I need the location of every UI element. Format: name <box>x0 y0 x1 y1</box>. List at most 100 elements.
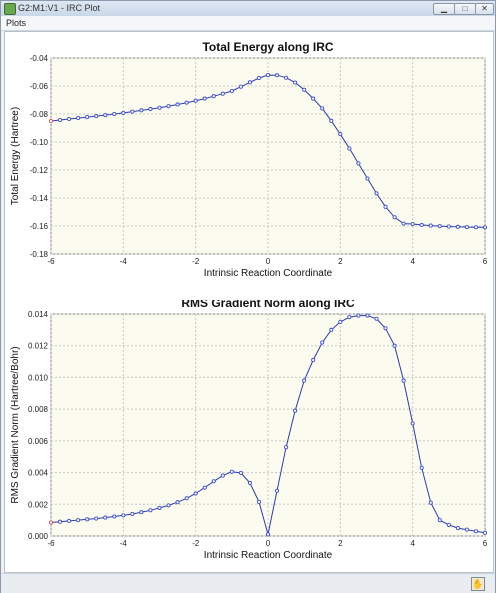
data-point <box>473 225 479 230</box>
status-bar: ✋ <box>1 573 495 593</box>
data-point <box>103 515 108 520</box>
y-tick-label: -0.06 <box>30 82 49 91</box>
data-point <box>112 111 117 117</box>
data-point <box>265 73 271 78</box>
x-tick-label: 4 <box>410 257 415 266</box>
y-tick-label: 0.012 <box>28 342 49 351</box>
maximize-button[interactable]: □ <box>454 3 476 15</box>
data-point <box>175 102 180 107</box>
data-point <box>238 84 243 89</box>
x-tick-label: 4 <box>410 539 415 548</box>
x-tick-label: -2 <box>192 539 200 548</box>
data-point <box>365 313 370 318</box>
data-point <box>57 519 63 524</box>
data-point <box>365 176 370 181</box>
data-point <box>229 88 234 94</box>
data-point <box>338 319 343 324</box>
data-point <box>139 108 144 113</box>
menu-plots[interactable]: Plots <box>6 18 27 28</box>
data-point <box>193 98 198 103</box>
data-point <box>76 116 81 121</box>
x-axis-label: Intrinsic Reaction Coordinate <box>204 268 333 279</box>
data-point <box>265 532 271 537</box>
chart-title: RMS Gradient Norm along IRC <box>181 300 355 310</box>
window-title: G2:M1:V1 - IRC Plot <box>18 3 101 13</box>
data-point <box>193 491 198 496</box>
y-tick-label: 0.008 <box>28 405 49 414</box>
data-point <box>446 522 451 527</box>
data-point <box>157 505 162 510</box>
x-tick-label: -2 <box>192 257 200 266</box>
data-point <box>419 465 424 470</box>
y-tick-label: 0.010 <box>28 373 49 382</box>
y-axis-label: RMS Gradient Norm (Hartree/Bohr) <box>10 346 21 503</box>
data-point <box>67 116 72 122</box>
data-point <box>482 225 488 230</box>
data-point <box>383 326 388 331</box>
data-point <box>329 327 334 332</box>
data-point <box>85 517 90 522</box>
x-tick-label: 6 <box>483 257 488 266</box>
data-point <box>464 527 469 532</box>
rms-gradient-chart[interactable]: -6 -4 -2 0 2 4 6 0.000 0.002 0.004 0.006 0.008 0.010… <box>5 300 493 572</box>
data-point <box>57 117 63 123</box>
data-point <box>401 378 406 383</box>
data-point <box>311 357 316 363</box>
data-point <box>274 73 280 78</box>
data-point <box>67 518 72 523</box>
data-point <box>356 313 361 318</box>
data-point <box>139 510 144 515</box>
y-tick-label: -0.04 <box>30 54 49 63</box>
data-point <box>437 224 442 229</box>
data-point <box>320 340 325 345</box>
minimize-button[interactable]: ▁ <box>433 3 455 15</box>
y-axis-label: Total Energy (Hartree) <box>10 107 21 205</box>
data-point <box>274 488 280 493</box>
data-point <box>428 223 433 228</box>
x-tick-label: 6 <box>483 539 488 548</box>
data-point <box>473 529 479 534</box>
data-point <box>383 204 388 209</box>
data-point <box>202 485 207 490</box>
data-point <box>320 106 325 111</box>
hand-icon[interactable]: ✋ <box>471 577 485 591</box>
data-point <box>428 500 433 505</box>
data-point <box>302 87 307 92</box>
data-point <box>455 224 460 229</box>
data-point <box>48 520 54 525</box>
data-point <box>455 526 460 531</box>
x-tick-label: 0 <box>266 257 271 266</box>
data-point <box>410 421 415 426</box>
data-point <box>256 499 262 504</box>
app-icon <box>4 3 16 15</box>
data-point <box>284 445 289 450</box>
data-point <box>148 107 153 112</box>
data-point <box>76 518 81 523</box>
y-tick-label: -0.08 <box>30 110 49 119</box>
data-point <box>311 96 316 101</box>
total-energy-chart[interactable]: -6 -4 -2 0 2 4 6 -0.04 -0.06 -0.08 -0.10 -0.12 -0.14… <box>5 32 493 300</box>
y-tick-label: 0.006 <box>28 437 49 446</box>
y-tick-label: -0.18 <box>30 250 49 259</box>
data-point <box>392 215 397 220</box>
data-point <box>148 508 153 513</box>
y-tick-label: -0.12 <box>30 166 49 175</box>
data-point <box>166 104 171 109</box>
y-tick-label: -0.10 <box>30 138 49 147</box>
x-tick-label: 2 <box>338 539 343 548</box>
x-tick-label: 2 <box>338 257 343 266</box>
plot-area: -6 -4 -2 0 2 4 6 -0.04 -0.06 -0.08 -0.10 -0.12 -0.14… <box>4 31 494 573</box>
data-point <box>293 80 298 85</box>
title-bar[interactable]: G2:M1:V1 - IRC Plot ▁ □ ✕ <box>1 1 495 17</box>
data-point <box>401 221 406 226</box>
data-point <box>211 479 216 484</box>
data-point <box>437 518 442 523</box>
data-point <box>374 191 379 196</box>
data-point <box>392 343 397 348</box>
data-point <box>94 114 99 119</box>
y-tick-label: -0.16 <box>30 222 49 231</box>
close-button[interactable]: ✕ <box>475 3 494 15</box>
data-point <box>121 513 126 518</box>
data-point <box>256 75 262 81</box>
x-tick-label: -4 <box>120 539 128 548</box>
